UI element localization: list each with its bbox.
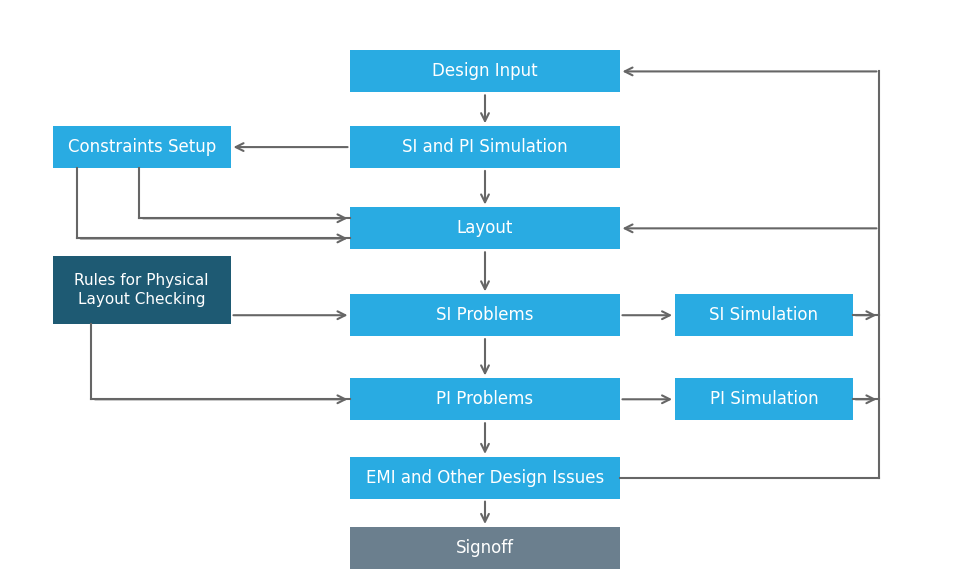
FancyBboxPatch shape xyxy=(350,294,619,336)
Text: SI Problems: SI Problems xyxy=(436,306,533,324)
FancyBboxPatch shape xyxy=(52,256,231,324)
Text: SI Simulation: SI Simulation xyxy=(708,306,818,324)
Text: EMI and Other Design Issues: EMI and Other Design Issues xyxy=(365,469,604,487)
Text: Signoff: Signoff xyxy=(455,539,514,557)
Text: PI Simulation: PI Simulation xyxy=(709,390,818,408)
FancyBboxPatch shape xyxy=(674,378,852,420)
FancyBboxPatch shape xyxy=(674,294,852,336)
Text: Constraints Setup: Constraints Setup xyxy=(68,138,215,156)
FancyBboxPatch shape xyxy=(350,207,619,249)
Text: PI Problems: PI Problems xyxy=(436,390,533,408)
FancyBboxPatch shape xyxy=(350,50,619,92)
Text: Design Input: Design Input xyxy=(432,63,537,81)
FancyBboxPatch shape xyxy=(350,456,619,499)
Text: SI and PI Simulation: SI and PI Simulation xyxy=(402,138,567,156)
FancyBboxPatch shape xyxy=(52,126,231,168)
FancyBboxPatch shape xyxy=(350,378,619,420)
FancyBboxPatch shape xyxy=(350,527,619,569)
Text: Rules for Physical
Layout Checking: Rules for Physical Layout Checking xyxy=(75,273,208,307)
FancyBboxPatch shape xyxy=(350,126,619,168)
Text: Layout: Layout xyxy=(456,219,513,237)
